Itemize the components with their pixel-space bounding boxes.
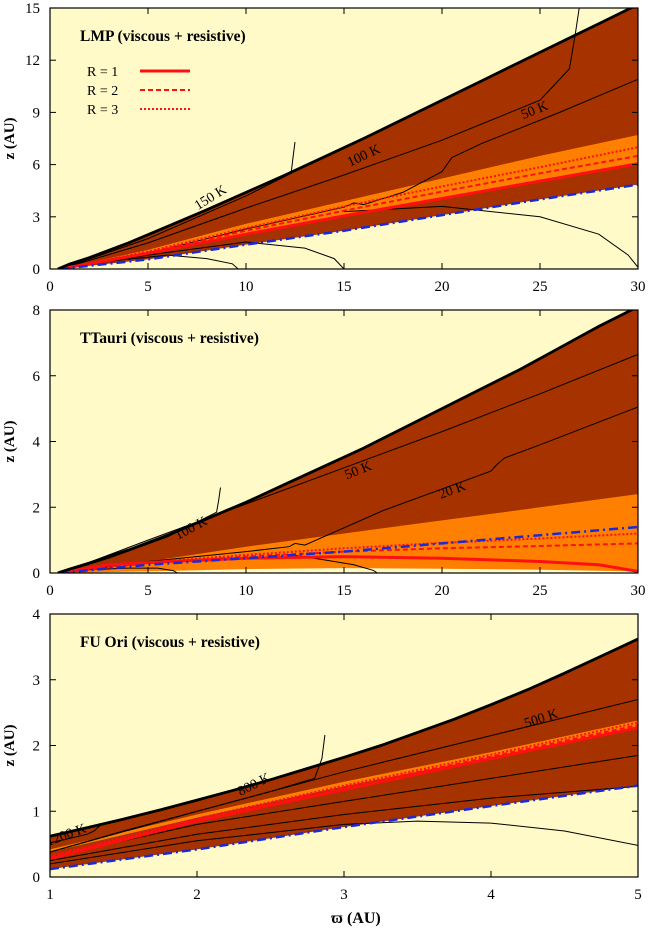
- y-tick-label: 2: [33, 739, 41, 755]
- x-tick-label: 4: [487, 887, 495, 903]
- r-line-3: [59, 532, 638, 573]
- y-tick-label: 0: [33, 566, 41, 582]
- blue-dashdot-line: [59, 525, 638, 573]
- r-line-1: [59, 555, 638, 573]
- x-tick-label: 10: [239, 583, 254, 599]
- contour-1: [61, 141, 296, 269]
- dead-zone-region: [50, 785, 638, 877]
- plot-area: 100 K50 K20 K: [50, 310, 638, 573]
- r-line-3: [59, 146, 638, 269]
- contour-5: [50, 785, 638, 862]
- hot-region: [57, 8, 638, 269]
- x-tick-label: 2: [193, 887, 201, 903]
- x-tick-label: 30: [631, 279, 646, 295]
- legend-label: R = 3: [87, 103, 118, 118]
- y-tick-label: 6: [33, 369, 41, 385]
- contour-1: [50, 824, 102, 844]
- x-tick-label: 5: [144, 279, 152, 295]
- r-line-1: [50, 726, 638, 861]
- y-tick-label: 6: [33, 158, 41, 174]
- contour-3: [61, 78, 638, 269]
- disk-surface-line: [57, 8, 635, 269]
- contour-3: [61, 406, 638, 573]
- x-tick-label: 10: [239, 279, 254, 295]
- y-tick-label: 4: [33, 607, 41, 623]
- panel-title: LMP (viscous + resistive): [80, 28, 246, 45]
- contour-2: [61, 8, 580, 269]
- dead-zone-region: [50, 184, 638, 269]
- panel-title: TTauri (viscous + resistive): [80, 330, 259, 347]
- r-line-3: [50, 721, 638, 857]
- contour-4: [50, 754, 638, 858]
- orange-band: [50, 720, 638, 852]
- x-tick-label: 20: [435, 279, 450, 295]
- y-tick-label: 8: [33, 303, 41, 319]
- x-tick-label: 30: [631, 583, 646, 599]
- y-tick-label: 1: [33, 804, 41, 820]
- y-tick-label: 15: [25, 1, 40, 17]
- x-tick-label: 0: [46, 279, 54, 295]
- panel-2: 100 K50 K20 K 0 5 10 15 20 25 30 0 2 4 6 8 z (AU) TTau…: [2, 303, 646, 599]
- orange-band: [59, 494, 638, 573]
- x-tick-label: 5: [634, 887, 642, 903]
- panel-title: FU Ori (viscous + resistive): [80, 634, 260, 651]
- contour-6: [343, 205, 638, 268]
- contour-6: [50, 820, 638, 865]
- blue-dashdot-line: [50, 784, 638, 871]
- y-tick-label: 3: [33, 673, 41, 689]
- y-tick-label: 4: [33, 435, 41, 451]
- x-tick-label: 25: [533, 279, 548, 295]
- x-axis-label: ϖ (AU): [331, 910, 380, 927]
- hot-region: [57, 310, 638, 573]
- orange-band: [59, 135, 638, 269]
- legend: R = 1 R = 2 R = 3: [87, 65, 190, 118]
- disk-surface-line: [50, 637, 638, 838]
- y-tick-label: 9: [33, 105, 41, 121]
- x-tick-label: 20: [435, 583, 450, 599]
- x-tick-label: 3: [340, 887, 348, 903]
- y-tick-label: 3: [33, 210, 41, 226]
- y-axis-label: z (AU): [2, 420, 18, 462]
- legend-label: R = 1: [87, 65, 118, 80]
- x-tick-label: 1: [46, 887, 54, 903]
- disk-surface-line: [57, 310, 635, 573]
- y-tick-label: 0: [33, 262, 41, 278]
- x-tick-label: 5: [144, 583, 152, 599]
- blue-dashdot-line: [59, 183, 638, 269]
- x-tick-label: 15: [337, 279, 352, 295]
- y-tick-label: 12: [25, 53, 40, 69]
- y-tick-label: 0: [33, 870, 41, 886]
- y-axis-label: z (AU): [2, 117, 18, 159]
- x-tick-label: 0: [46, 583, 54, 599]
- y-tick-label: 2: [33, 500, 41, 516]
- y-axis-label: z (AU): [2, 724, 18, 766]
- contour-3: [50, 699, 638, 853]
- contour-2: [61, 353, 638, 573]
- legend-label: R = 2: [87, 84, 118, 99]
- x-tick-label: 25: [533, 583, 548, 599]
- x-tick-label: 15: [337, 583, 352, 599]
